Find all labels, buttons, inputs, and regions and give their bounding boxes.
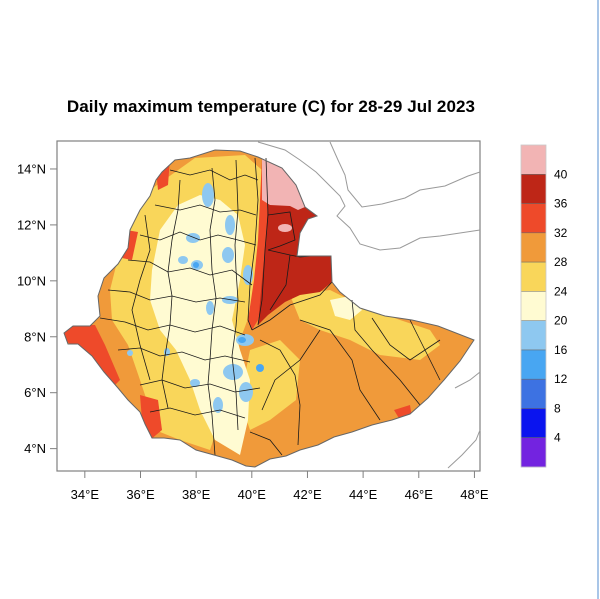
country-outline [63, 149, 475, 468]
colorbar-label: 36 [554, 197, 568, 211]
colorbar-label: 24 [554, 284, 568, 298]
field-above-40 [262, 158, 305, 210]
field-above-40-patch [278, 224, 292, 232]
lat-tick-label: 8°N [24, 329, 46, 344]
colorbar-label: 16 [554, 343, 568, 357]
colorbar-bin [521, 145, 546, 175]
colorbar-bin [521, 291, 546, 321]
somalia-coast [454, 371, 481, 389]
lon-tick-label: 36°E [126, 487, 155, 502]
colorbar-bin [521, 437, 546, 468]
window-edge [597, 0, 599, 599]
lon-tick-label: 46°E [405, 487, 434, 502]
colorbar: 40 36 32 28 24 20 16 12 8 4 [520, 144, 568, 468]
lat-tick-label: 6°N [24, 385, 46, 400]
lon-tick-label: 38°E [182, 487, 211, 502]
axes: 14°N 12°N 10°N 8°N 6°N 4°N 34°E 36°E 38°E 40°E 42°… [17, 161, 489, 502]
coastlines [257, 141, 481, 469]
colorbar-bin [521, 408, 546, 439]
lat-tick-label: 10°N [17, 273, 46, 288]
colorbar-label: 12 [554, 372, 568, 386]
lon-tick-label: 42°E [293, 487, 322, 502]
lat-tick-label: 4°N [24, 441, 46, 456]
colorbar-bin [521, 320, 546, 351]
lon-tick-label: 40°E [238, 487, 267, 502]
field-24-28-south [240, 340, 300, 430]
lon-tick-label: 34°E [71, 487, 100, 502]
colorbar-bin [521, 349, 546, 380]
red-sea-coast-south [257, 141, 481, 251]
red-sea-coast-north [329, 141, 481, 208]
colorbar-outline [520, 144, 547, 468]
lat-tick-label: 12°N [17, 217, 46, 232]
colorbar-label: 40 [554, 167, 568, 181]
colorbar-bin [521, 262, 546, 292]
colorbar-label: 32 [554, 226, 568, 240]
colorbar-bin [521, 203, 546, 234]
chart-title: Daily maximum temperature (C) for 28-29 … [66, 97, 476, 116]
lon-tick-label: 48°E [460, 487, 489, 502]
east-coast [447, 429, 481, 469]
lon-tick-label: 44°E [349, 487, 378, 502]
colorbar-bin [521, 174, 546, 204]
field-24-28-east [290, 290, 440, 360]
field-12-16 [193, 262, 264, 372]
colorbar-label: 28 [554, 255, 568, 269]
colorbar-label: 4 [554, 431, 561, 445]
colorbar-label: 8 [554, 401, 561, 415]
lat-tick-label: 14°N [17, 161, 46, 176]
admin-boundaries [99, 157, 441, 456]
colorbar-bin [521, 232, 546, 263]
colorbar-label: 20 [554, 314, 568, 328]
colorbar-bin [521, 379, 546, 409]
